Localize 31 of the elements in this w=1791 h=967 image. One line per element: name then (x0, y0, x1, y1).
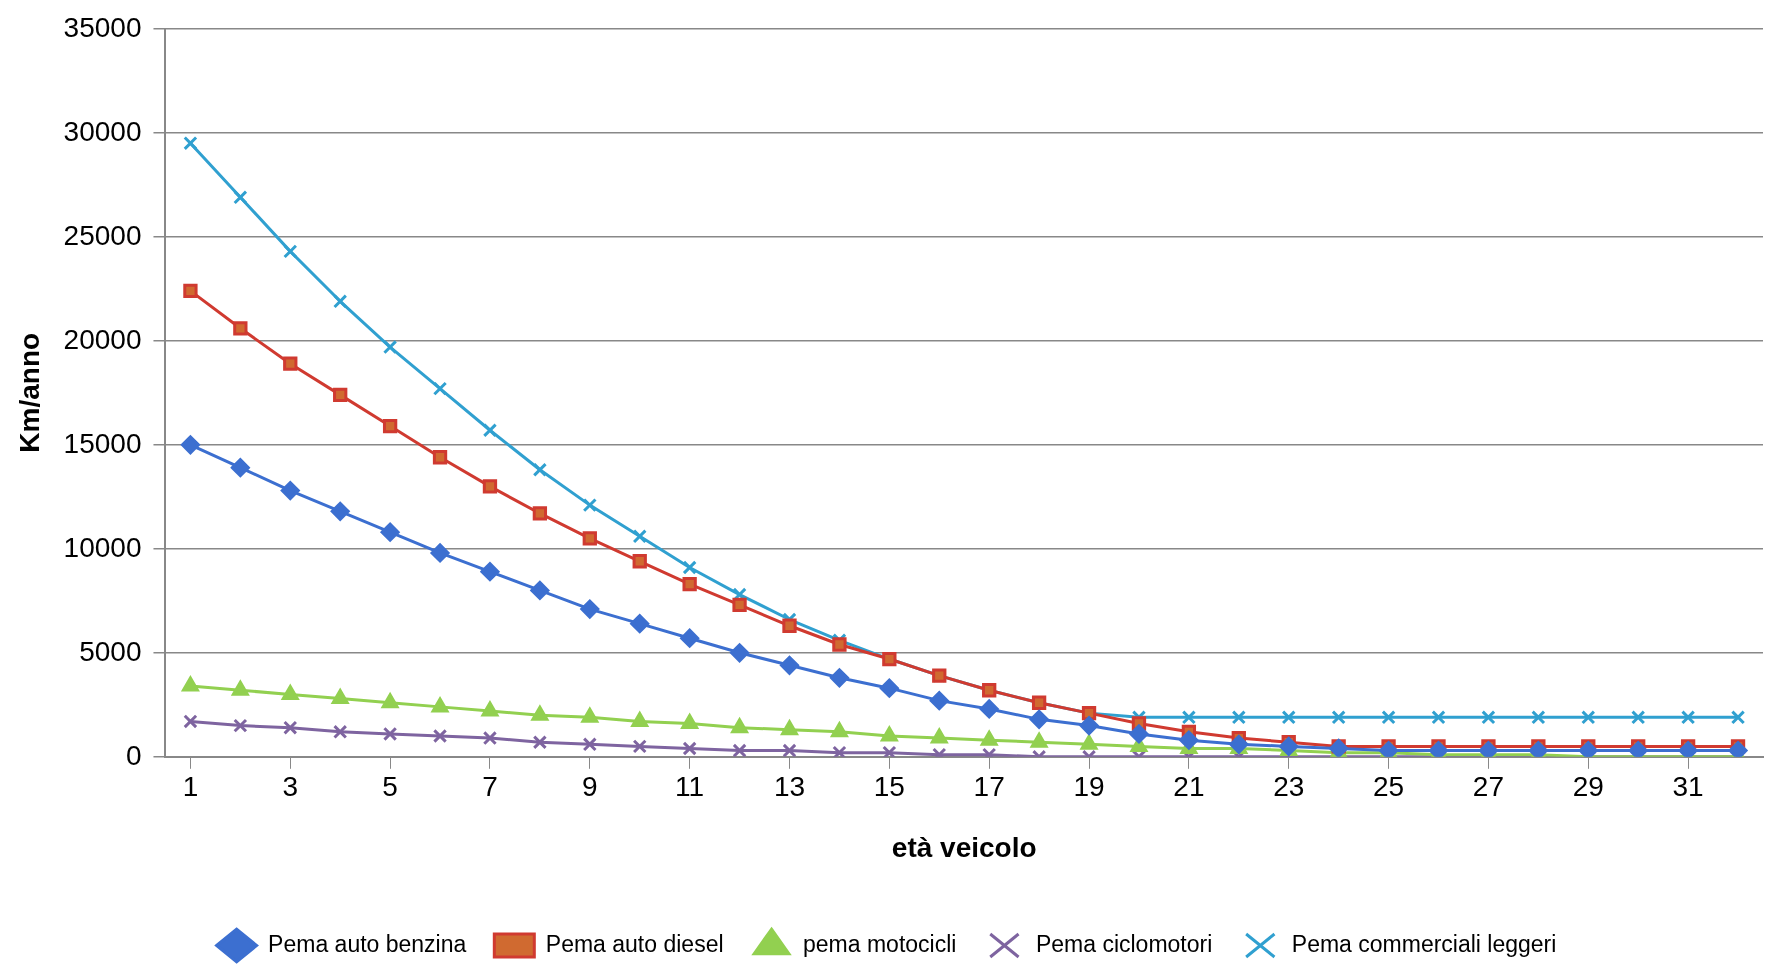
x-tick-label: 19 (1073, 771, 1105, 803)
x-axis-title: età veicolo (891, 831, 1037, 863)
y-tick-label: 30000 (63, 115, 142, 147)
x-tick-label: 13 (773, 771, 806, 803)
x-tick-label: 25 (1373, 771, 1405, 803)
y-tick-label: 10000 (63, 531, 142, 563)
legend-label: Pema ciclomotori (1035, 930, 1213, 957)
x-tick-label: 27 (1472, 771, 1504, 803)
legend-label: Pema auto benzina (268, 930, 467, 957)
x-tick-label: 23 (1273, 771, 1305, 803)
legend-label: pema motocicli (803, 930, 957, 957)
x-tick-label: 9 (582, 771, 598, 803)
legend-label: Pema auto diesel (545, 930, 724, 957)
x-tick-label: 5 (382, 771, 398, 803)
legend-label: Pema commerciali leggeri (1291, 930, 1557, 957)
x-tick-label: 29 (1572, 771, 1604, 803)
x-tick-label: 21 (1173, 771, 1205, 803)
y-tick-label: 35000 (63, 11, 142, 43)
x-tick-label: 1 (182, 771, 199, 803)
x-tick-label: 17 (973, 771, 1005, 803)
y-tick-label: 20000 (63, 323, 142, 355)
x-tick-label: 15 (873, 771, 905, 803)
y-axis-title: Km/anno (13, 332, 45, 453)
x-tick-label: 31 (1672, 771, 1704, 803)
y-tick-label: 15000 (63, 427, 142, 459)
y-tick-label: 0 (125, 739, 142, 771)
y-tick-label: 25000 (63, 219, 142, 251)
x-tick-label: 3 (282, 771, 299, 803)
x-tick-label: 11 (675, 771, 705, 803)
x-tick-label: 7 (482, 771, 498, 803)
y-tick-label: 5000 (79, 635, 142, 667)
